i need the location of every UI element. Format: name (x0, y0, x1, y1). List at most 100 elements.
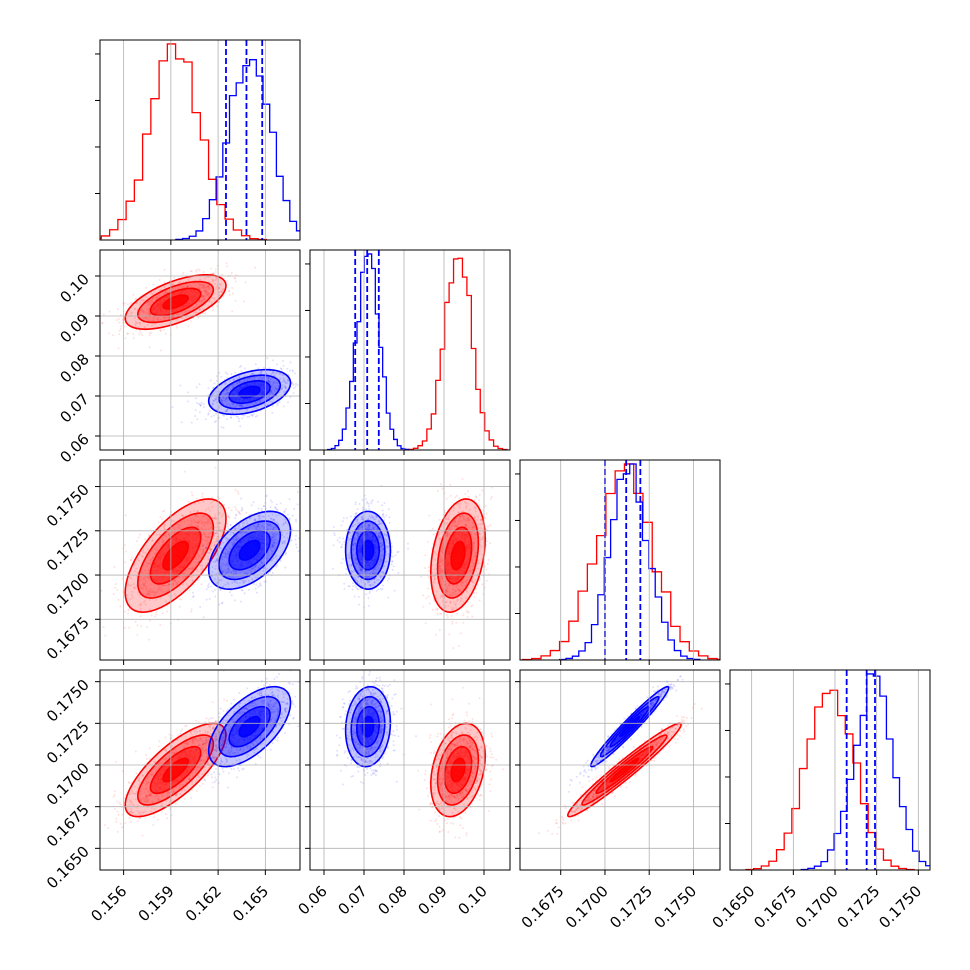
sample-point (118, 333, 121, 336)
sample-point (275, 387, 278, 390)
sample-point (466, 490, 469, 493)
sample-point (238, 381, 241, 384)
sample-point (222, 585, 225, 588)
sample-point (466, 616, 469, 619)
sample-point (202, 501, 205, 503)
sample-point (210, 548, 213, 551)
sample-point (422, 594, 425, 597)
sample-point (248, 377, 251, 380)
sample-point (256, 525, 259, 528)
sample-point (267, 380, 270, 382)
sample-point (273, 380, 276, 383)
sample-point (219, 543, 222, 546)
sample-point (246, 409, 249, 412)
sample-point (452, 647, 455, 650)
sample-point (474, 507, 477, 510)
sample-point (433, 551, 436, 553)
sample-point (368, 525, 371, 527)
sample-point (285, 552, 288, 554)
sample-point (385, 560, 388, 563)
sample-point (232, 531, 235, 534)
sample-point (272, 534, 275, 537)
sample-point (206, 541, 209, 544)
sample-point (201, 553, 203, 555)
sample-point (427, 587, 430, 590)
sample-point (454, 521, 457, 524)
sample-point (269, 381, 271, 384)
sample-point (211, 506, 213, 509)
sample-point (226, 392, 228, 394)
sample-point (307, 401, 309, 403)
sample-point (442, 570, 444, 573)
sample-point (163, 526, 166, 529)
panel-grid (751, 670, 919, 870)
sample-point (148, 592, 151, 595)
sample-point (470, 580, 473, 583)
sample-point (153, 592, 156, 595)
sample-point (225, 410, 228, 413)
sample-point (212, 534, 215, 536)
diag-panel-3 (725, 670, 930, 870)
sample-point (229, 380, 231, 383)
sample-point (123, 302, 126, 305)
sample-point (239, 527, 242, 530)
sample-point (239, 405, 242, 407)
sample-point (238, 417, 241, 420)
sample-point (260, 525, 263, 528)
sample-point (451, 622, 454, 625)
sample-point (464, 492, 467, 495)
sample-point (157, 588, 160, 591)
sample-point (241, 525, 244, 528)
sample-point (129, 598, 132, 601)
sample-point (434, 608, 437, 611)
sample-point (198, 299, 201, 302)
sample-point (195, 557, 198, 560)
sample-point (474, 538, 477, 541)
sample-point (231, 544, 234, 547)
sample-point (439, 582, 442, 584)
sample-point (233, 383, 236, 386)
sample-point (382, 572, 385, 575)
sample-point (206, 276, 209, 279)
sample-point (148, 332, 151, 335)
sample-point (450, 614, 453, 617)
sample-point (171, 582, 174, 585)
sample-point (183, 285, 186, 288)
sample-point (280, 388, 283, 391)
sample-point (114, 583, 117, 585)
sample-point (127, 612, 130, 615)
sample-point (351, 554, 354, 557)
sample-point (397, 550, 400, 553)
sample-point (135, 567, 138, 570)
sample-point (481, 553, 484, 556)
sample-point (163, 584, 166, 587)
sample-point (480, 519, 483, 522)
sample-point (237, 527, 240, 530)
sample-point (224, 569, 227, 572)
sample-point (214, 398, 217, 401)
sample-point (218, 522, 221, 525)
sample-point (172, 531, 175, 534)
sample-point (139, 533, 142, 536)
sample-point (117, 347, 120, 350)
sample-point (226, 537, 228, 540)
sample-point (254, 518, 257, 521)
sample-point (250, 569, 252, 572)
sample-point (206, 293, 209, 296)
sample-point (271, 557, 274, 560)
sample-point (134, 570, 136, 573)
sample-point (358, 566, 361, 569)
sample-point (124, 514, 127, 517)
sample-point (471, 581, 474, 584)
sample-point (197, 300, 200, 303)
sample-point (159, 589, 162, 592)
sample-point (275, 363, 278, 366)
sample-point (456, 525, 459, 528)
sample-point (183, 470, 186, 473)
sample-point (124, 561, 127, 564)
sample-point (243, 300, 246, 303)
sample-point (471, 604, 474, 607)
sample-point (204, 521, 207, 524)
sample-point (173, 592, 176, 595)
sample-point (149, 312, 152, 315)
